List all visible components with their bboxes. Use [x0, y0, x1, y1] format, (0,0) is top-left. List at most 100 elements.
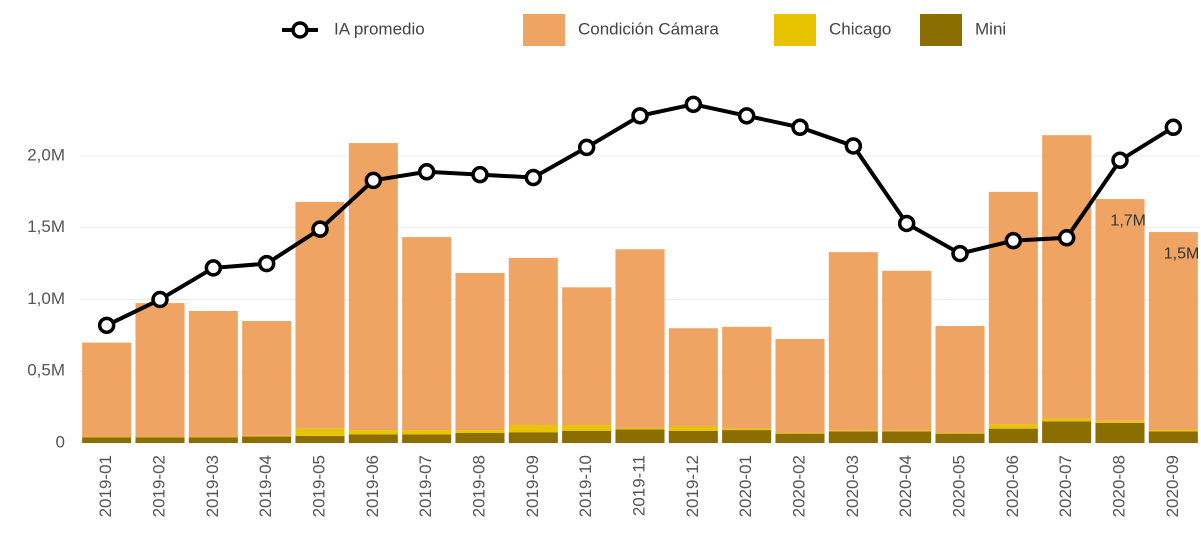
x-tick-label: 2020-03 [843, 455, 862, 517]
bar-segment [508, 425, 558, 433]
line-marker [257, 254, 276, 273]
line-marker [471, 165, 489, 184]
line-marker [364, 171, 383, 190]
bar-segment [455, 272, 505, 431]
x-tick-label: 2019-12 [683, 455, 702, 517]
bar-segment [775, 432, 825, 434]
legend-swatch [774, 14, 816, 46]
bar-segment [242, 321, 292, 436]
x-tick-label: 2019-09 [523, 455, 542, 517]
line-marker [311, 220, 329, 238]
bar-segment [508, 432, 558, 443]
y-tick-label: 1,5M [27, 217, 65, 236]
data-label: 1,5M [1164, 245, 1200, 262]
legend-swatch [523, 14, 565, 46]
bar-segment [988, 191, 1038, 425]
x-tick-label: 2019-08 [469, 455, 488, 517]
x-tick-label: 2020-08 [1109, 455, 1128, 517]
line-marker [897, 214, 916, 233]
bar-segment [1042, 135, 1092, 419]
legend-label: Chicago [829, 19, 891, 38]
line-marker [524, 168, 543, 187]
bar-segment [988, 428, 1038, 443]
bar-segment [828, 430, 878, 432]
y-tick-label: 0 [56, 432, 65, 451]
bar-segment [295, 428, 345, 436]
bar-segment [722, 430, 772, 443]
bar-segment [882, 431, 932, 443]
bar-segment [188, 437, 238, 443]
x-tick-label: 2020-05 [949, 455, 968, 517]
x-tick-label: 2019-05 [309, 455, 328, 517]
bar-segment [615, 429, 665, 443]
bar-segment [935, 432, 985, 434]
line-marker [631, 107, 649, 125]
bar-segment [242, 435, 292, 437]
bar-segment [135, 436, 185, 438]
bar-segment [82, 437, 132, 443]
data-label: 1,7M [1110, 212, 1146, 229]
bar-segment [615, 249, 665, 428]
bar-segment [615, 427, 665, 430]
line-marker [97, 316, 116, 335]
y-tick-label: 0,5M [27, 361, 65, 380]
bar-segment [935, 326, 985, 433]
y-tick-label: 1,0M [27, 289, 65, 308]
line-marker [204, 259, 223, 277]
x-tick-label: 2020-01 [736, 455, 755, 517]
bar-segment [402, 434, 452, 443]
y-tick-label: 2,0M [27, 145, 65, 164]
bar-segment [562, 287, 612, 426]
bar-segment [775, 433, 825, 443]
x-tick-label: 2019-10 [576, 455, 595, 517]
bar-segment [668, 328, 718, 427]
bar-segment [82, 436, 132, 438]
bar-segment [295, 435, 345, 443]
line-marker [1164, 118, 1183, 137]
x-tick-label: 2019-01 [96, 455, 115, 517]
line-marker [417, 163, 436, 181]
bar-segment [348, 430, 398, 435]
bar-segment [722, 428, 772, 431]
bar-segment [1095, 422, 1145, 443]
x-tick-label: 2019-07 [416, 455, 435, 517]
x-tick-label: 2020-06 [1003, 455, 1022, 517]
line-marker [577, 138, 596, 157]
bar-segment [135, 437, 185, 443]
bar-segment [348, 434, 398, 443]
legend-label: Condición Cámara [578, 19, 719, 38]
bar-segment [82, 342, 132, 437]
bar-segment [562, 430, 612, 443]
bar-segment [402, 237, 452, 431]
x-tick-label: 2020-04 [896, 455, 915, 517]
x-tick-label: 2020-09 [1163, 455, 1182, 517]
bar-segment [668, 430, 718, 443]
x-tick-label: 2019-06 [363, 455, 382, 517]
legend-marker [291, 21, 309, 39]
x-tick-label: 2019-11 [629, 455, 648, 516]
bar-segment [882, 430, 932, 432]
line-marker [844, 137, 863, 155]
bar-segment [188, 310, 238, 437]
line-marker [151, 290, 169, 309]
bar-segment [988, 424, 1038, 429]
bar-segment [1148, 431, 1198, 443]
bar-segment [828, 431, 878, 443]
bar-segment [1042, 418, 1092, 422]
bar-segment [455, 430, 505, 433]
bar-segment [242, 436, 292, 443]
line-marker [1057, 229, 1076, 247]
bar-segment [188, 436, 238, 438]
x-tick-label: 2019-02 [149, 455, 168, 517]
line-marker [791, 118, 809, 137]
bar-segment [668, 426, 718, 431]
x-tick-label: 2019-04 [256, 455, 275, 517]
bar-segment [1095, 420, 1145, 423]
bar-segment [455, 432, 505, 443]
bar-segment [348, 143, 398, 431]
bar-segment [775, 338, 825, 433]
bar-segment [722, 326, 772, 429]
legend-label: Mini [975, 19, 1006, 38]
bar-segment [882, 270, 932, 431]
